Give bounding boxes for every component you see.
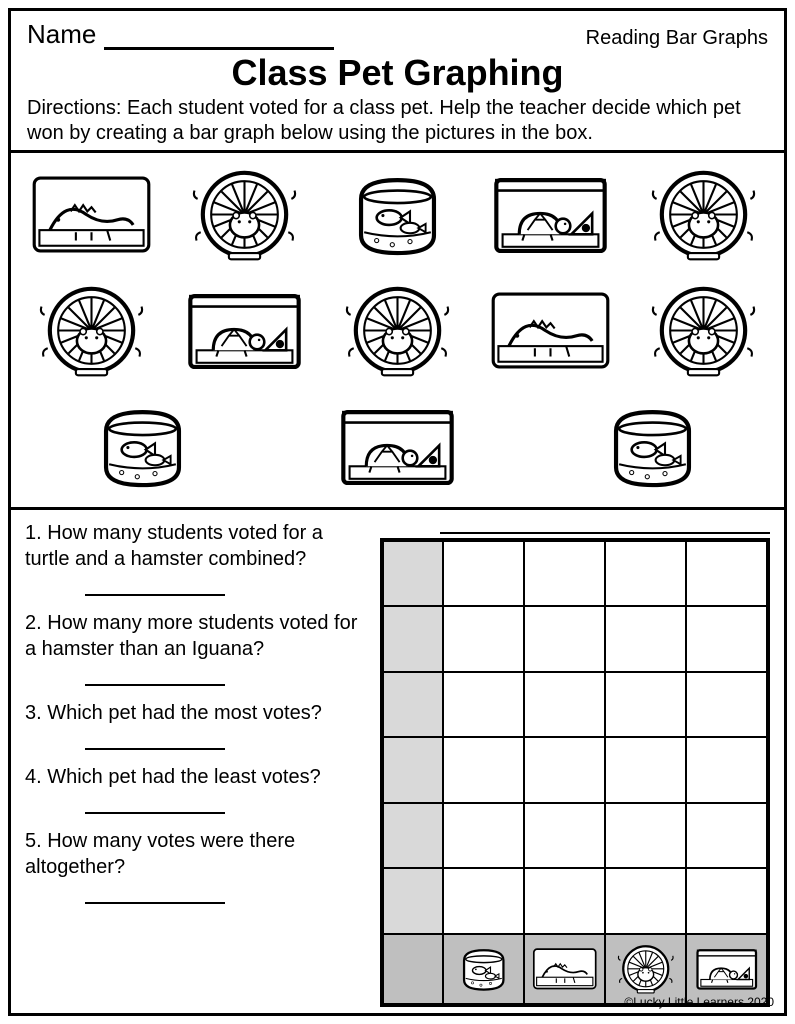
fish-icon — [590, 399, 715, 494]
graph-cell[interactable] — [443, 541, 524, 607]
bar-graph-grid[interactable] — [380, 538, 770, 1007]
directions-text: Directions: Each student voted for a cla… — [27, 96, 768, 146]
answer-line[interactable] — [85, 884, 225, 904]
x-axis-fish[interactable] — [443, 934, 524, 1004]
answer-line[interactable] — [85, 666, 225, 686]
fish-icon — [80, 399, 205, 494]
iguana-icon — [488, 283, 613, 378]
name-field[interactable]: Name — [27, 19, 334, 50]
graph-cell[interactable] — [524, 672, 605, 738]
hamster-icon — [182, 167, 307, 262]
question-text: 2. How many more students voted for a ha… — [25, 610, 368, 662]
graph-cell[interactable] — [443, 606, 524, 672]
copyright-footer: ©Lucky Little Learners 2020 — [624, 995, 774, 1009]
graph-cell[interactable] — [524, 541, 605, 607]
axis-corner — [383, 934, 443, 1004]
answer-line[interactable] — [85, 576, 225, 596]
picture-box — [11, 150, 784, 510]
y-axis-cell[interactable] — [383, 606, 443, 672]
header: Name Reading Bar Graphs Class Pet Graphi… — [11, 11, 784, 150]
y-axis-cell[interactable] — [383, 672, 443, 738]
graph-cell[interactable] — [443, 672, 524, 738]
turtle-icon — [182, 283, 307, 378]
graph-cell[interactable] — [605, 606, 686, 672]
y-axis-cell[interactable] — [383, 868, 443, 934]
graph-cell[interactable] — [524, 606, 605, 672]
graph-cell[interactable] — [443, 737, 524, 803]
graph-cell[interactable] — [686, 541, 767, 607]
hamster-icon — [641, 283, 766, 378]
topic-label: Reading Bar Graphs — [586, 27, 768, 50]
x-axis-iguana[interactable] — [524, 934, 605, 1004]
hamster-icon — [641, 167, 766, 262]
hamster-icon — [29, 283, 154, 378]
page-title: Class Pet Graphing — [27, 52, 768, 94]
name-input-line[interactable] — [104, 26, 334, 50]
graph-cell[interactable] — [605, 541, 686, 607]
bar-graph-area — [380, 520, 770, 1007]
question-1: 1. How many students voted for a turtle … — [25, 520, 368, 602]
iguana-icon — [29, 167, 154, 262]
question-4: 4. Which pet had the least votes? — [25, 764, 368, 820]
question-2: 2. How many more students voted for a ha… — [25, 610, 368, 692]
turtle-icon — [488, 167, 613, 262]
hamster-icon — [335, 283, 460, 378]
question-text: 1. How many students voted for a turtle … — [25, 520, 368, 572]
y-axis-cell[interactable] — [383, 803, 443, 869]
question-3: 3. Which pet had the most votes? — [25, 700, 368, 756]
fish-icon — [335, 167, 460, 262]
graph-cell[interactable] — [524, 803, 605, 869]
graph-cell[interactable] — [605, 737, 686, 803]
name-label-text: Name — [27, 19, 96, 50]
worksheet-page: Name Reading Bar Graphs Class Pet Graphi… — [8, 8, 787, 1016]
question-text: 3. Which pet had the most votes? — [25, 700, 368, 726]
graph-cell[interactable] — [686, 737, 767, 803]
x-axis-hamster[interactable] — [605, 934, 686, 1004]
graph-cell[interactable] — [443, 803, 524, 869]
graph-cell[interactable] — [443, 868, 524, 934]
x-axis-turtle[interactable] — [686, 934, 767, 1004]
graph-cell[interactable] — [686, 672, 767, 738]
turtle-icon — [335, 399, 460, 494]
graph-cell[interactable] — [605, 868, 686, 934]
y-axis-cell[interactable] — [383, 541, 443, 607]
questions-list: 1. How many students voted for a turtle … — [25, 520, 368, 1007]
graph-cell[interactable] — [686, 868, 767, 934]
graph-title-line[interactable] — [440, 520, 770, 534]
question-text: 4. Which pet had the least votes? — [25, 764, 368, 790]
graph-cell[interactable] — [605, 672, 686, 738]
graph-cell[interactable] — [524, 868, 605, 934]
answer-line[interactable] — [85, 730, 225, 750]
y-axis-cell[interactable] — [383, 737, 443, 803]
question-text: 5. How many votes were there altogether? — [25, 828, 368, 880]
bottom-section: 1. How many students voted for a turtle … — [11, 510, 784, 1013]
graph-cell[interactable] — [686, 803, 767, 869]
graph-cell[interactable] — [605, 803, 686, 869]
graph-cell[interactable] — [686, 606, 767, 672]
answer-line[interactable] — [85, 794, 225, 814]
question-5: 5. How many votes were there altogether? — [25, 828, 368, 910]
graph-cell[interactable] — [524, 737, 605, 803]
